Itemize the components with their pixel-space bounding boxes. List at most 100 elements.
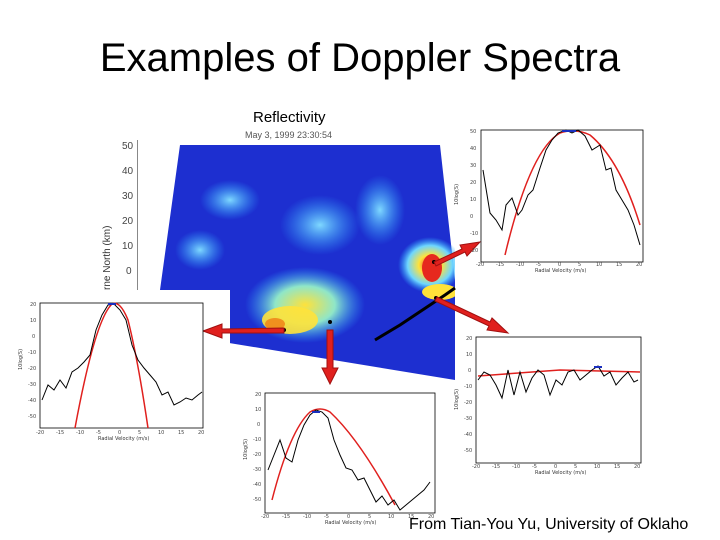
- spectrum-y-tick: 10: [470, 197, 476, 203]
- spectrum-x-tick: 5: [368, 514, 371, 520]
- spectrum-x-tick: -10: [76, 430, 84, 436]
- radar-y-axis-label: rne North (km): [102, 226, 113, 290]
- spectrum-x-tick: -10: [512, 464, 520, 470]
- spectrum-x-tick: -15: [496, 262, 504, 268]
- spectrum-y-tick: 20: [466, 336, 472, 342]
- spectrum-x-tick: -20: [261, 514, 269, 520]
- spectrum-x-tick: -20: [472, 464, 480, 470]
- spectrum-left: 10log(S) Radial Velocity (m/s) 20 10 0 -…: [18, 302, 204, 442]
- spectrum-y-tick: -30: [253, 467, 261, 473]
- arrow-down-right: [434, 296, 510, 334]
- spectrum-x-tick: 10: [594, 464, 600, 470]
- radar-y-ticks: 50 40 30 20 10 0: [122, 141, 134, 277]
- arrow-up-right: [433, 241, 482, 267]
- spectrum-x-tick: -15: [56, 430, 64, 436]
- spectrum-bottom-center: 10log(S) Radial Velocity (m/s) 20 10 0 -…: [243, 392, 436, 526]
- credit-text: From Tian-You Yu, University of Oklaho: [409, 516, 689, 533]
- spectrum-x-tick: 0: [118, 430, 121, 436]
- spectrum-y-tick: 20: [255, 392, 261, 398]
- spectrum-y-tick: 0: [257, 422, 260, 428]
- spectrum-y-tick: 50: [470, 129, 476, 135]
- spectrum-x-tick: 0: [347, 514, 350, 520]
- radar-y-tick: 0: [126, 266, 132, 277]
- spectrum-x-tick: 20: [198, 430, 204, 436]
- spectrum-x-tick: 0: [554, 464, 557, 470]
- spectrum-x-tick: 5: [574, 464, 577, 470]
- spectrum-x-tick: 20: [428, 514, 434, 520]
- spectrum-y-tick: -20: [470, 248, 478, 254]
- spectrum-y-tick: -30: [464, 416, 472, 422]
- radar-y-tick: 50: [122, 141, 134, 152]
- spectrum-x-tick: 20: [636, 262, 642, 268]
- spectrum-x-label: Radial Velocity (m/s): [535, 268, 586, 274]
- spectrum-y-tick: 20: [30, 302, 36, 308]
- spectrum-y-tick: 0: [470, 214, 473, 220]
- spectrum-x-tick: -10: [516, 262, 524, 268]
- spectrum-x-tick: -15: [492, 464, 500, 470]
- spectrum-y-label: 10log(S): [454, 389, 460, 410]
- spectrum-x-tick: 15: [408, 514, 414, 520]
- spectrum-y-tick: -20: [253, 452, 261, 458]
- spectrum-y-tick: -20: [28, 366, 36, 372]
- spectrum-x-tick: 5: [138, 430, 141, 436]
- spectrum-y-tick: 10: [255, 407, 261, 413]
- spectrum-x-tick: -15: [282, 514, 290, 520]
- spectrum-y-tick: -50: [253, 497, 261, 503]
- slide-title: Examples of Doppler Spectra: [99, 36, 621, 80]
- spectrum-y-tick: -30: [28, 382, 36, 388]
- spectrum-top-right: 10log(S) Radial Velocity (m/s) 50 40 30 …: [454, 129, 644, 274]
- spectrum-x-tick: 15: [616, 262, 622, 268]
- spectrum-x-tick: -10: [303, 514, 311, 520]
- measured-curve: [477, 365, 639, 400]
- arrow-left: [201, 323, 285, 339]
- model-curve: [477, 369, 641, 377]
- spectrum-y-tick: -40: [253, 482, 261, 488]
- spectrum-x-label: Radial Velocity (m/s): [325, 520, 376, 526]
- measured-curve: [41, 303, 203, 406]
- radar-y-tick: 20: [122, 216, 134, 227]
- spectrum-y-tick: 30: [470, 163, 476, 169]
- spectrum-y-tick: -10: [28, 350, 36, 356]
- spectrum-x-tick: -20: [36, 430, 44, 436]
- spectrum-x-tick: 20: [634, 464, 640, 470]
- gust-front-line: [374, 286, 456, 342]
- model-curve: [271, 408, 396, 506]
- arrow-down: [321, 329, 339, 386]
- radar-timestamp: May 3, 1999 23:30:54: [245, 130, 332, 140]
- spectrum-y-tick: -20: [464, 400, 472, 406]
- spectrum-x-label: Radial Velocity (m/s): [98, 436, 149, 442]
- spectrum-y-tick: 0: [468, 368, 471, 374]
- measured-curve: [267, 409, 431, 511]
- spectrum-x-tick: 5: [578, 262, 581, 268]
- arrows: [201, 241, 510, 386]
- radar-y-tick: 30: [122, 191, 134, 202]
- spectrum-x-tick: 10: [158, 430, 164, 436]
- radar-y-tick: 40: [122, 166, 134, 177]
- spectrum-y-tick: 10: [466, 352, 472, 358]
- reflectivity-label: Reflectivity: [253, 109, 326, 126]
- spectrum-y-tick: 40: [470, 146, 476, 152]
- spectrum-y-label: 10log(S): [454, 184, 460, 205]
- spectrum-x-tick: 15: [178, 430, 184, 436]
- spectrum-x-tick: 10: [596, 262, 602, 268]
- spectrum-y-tick: -10: [470, 231, 478, 237]
- spectrum-y-tick: 0: [32, 334, 35, 340]
- spectrum-x-tick: 10: [388, 514, 394, 520]
- spectrum-x-label: Radial Velocity (m/s): [535, 470, 586, 476]
- spectrum-x-tick: -5: [96, 430, 101, 436]
- spectrum-x-tick: 0: [558, 262, 561, 268]
- spectrum-y-label: 10log(S): [243, 439, 249, 460]
- spectrum-x-tick: -20: [476, 262, 484, 268]
- spectrum-y-tick: -40: [28, 398, 36, 404]
- spectrum-y-label: 10log(S): [18, 349, 24, 370]
- measured-curve: [482, 129, 641, 246]
- spectrum-y-tick: -10: [464, 384, 472, 390]
- spectrum-bottom-right: 10log(S) Radial Velocity (m/s) 20 10 0 -…: [454, 336, 642, 476]
- spectrum-y-tick: -50: [28, 414, 36, 420]
- spectrum-x-tick: -5: [532, 464, 537, 470]
- radar-y-tick: 10: [122, 241, 134, 252]
- spectrum-x-tick: -5: [324, 514, 329, 520]
- spectrum-y-tick: 10: [30, 318, 36, 324]
- model-curve: [74, 302, 149, 429]
